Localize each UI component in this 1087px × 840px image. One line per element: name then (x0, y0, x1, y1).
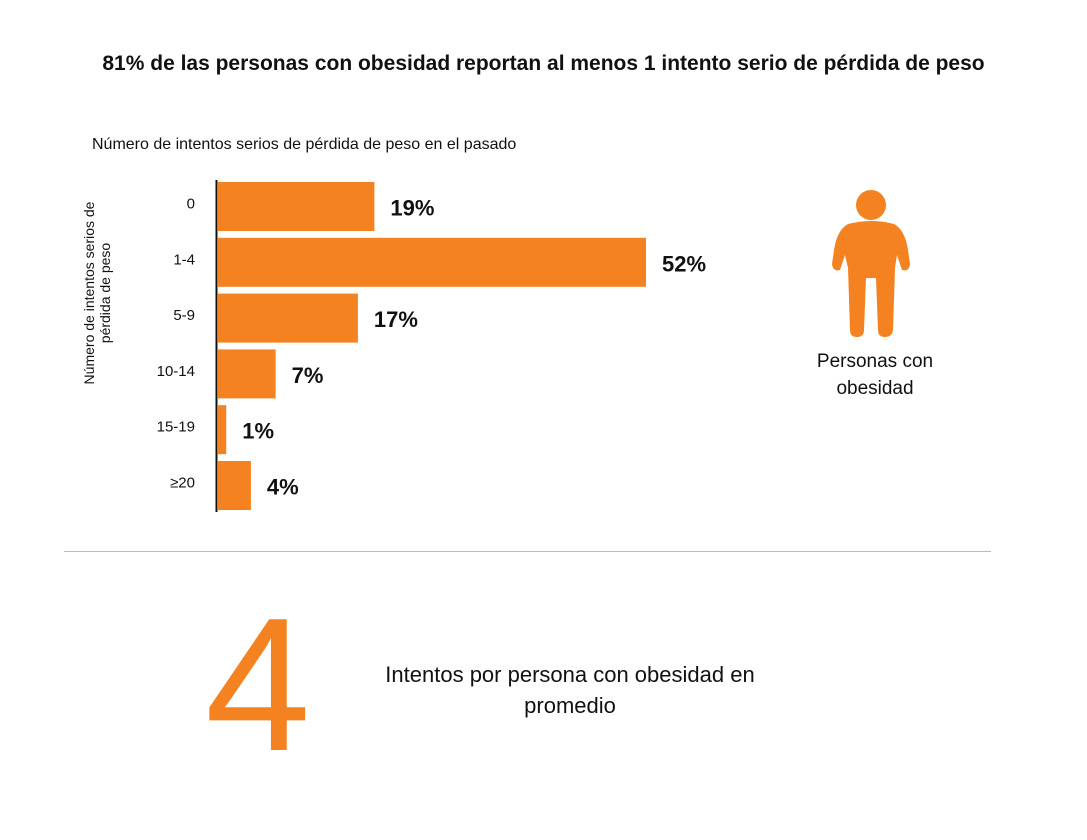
bar-≥20 (218, 461, 251, 510)
data-label: 1% (242, 419, 274, 444)
average-number: 4 (205, 579, 311, 791)
category-label: 15-19 (157, 419, 195, 436)
divider (64, 551, 991, 552)
bar-5-9 (218, 293, 358, 343)
chart-subtitle: Número de intentos serios de pérdida de … (92, 136, 517, 153)
category-label: 10-14 (157, 363, 195, 380)
average-text: Intentos por persona con obesidad en pro… (385, 662, 755, 718)
category-label: 1-4 (173, 251, 195, 268)
chart-title: 81% de las personas con obesidad reporta… (102, 52, 985, 75)
bar-15-19 (218, 405, 227, 455)
data-label: 17% (374, 307, 418, 332)
data-label: 7% (292, 363, 324, 388)
category-label: ≥20 (170, 475, 195, 492)
category-label: 5-9 (173, 307, 195, 324)
data-label: 19% (390, 196, 434, 221)
data-label: 4% (267, 475, 299, 500)
person-icon (832, 190, 910, 337)
bar-10-14 (218, 349, 276, 399)
data-label: 52% (662, 251, 706, 276)
bar-1-4 (218, 237, 646, 287)
category-label: 0 (187, 196, 195, 213)
person-label: Personas con obesidad (816, 351, 934, 399)
bar-0 (218, 182, 375, 231)
